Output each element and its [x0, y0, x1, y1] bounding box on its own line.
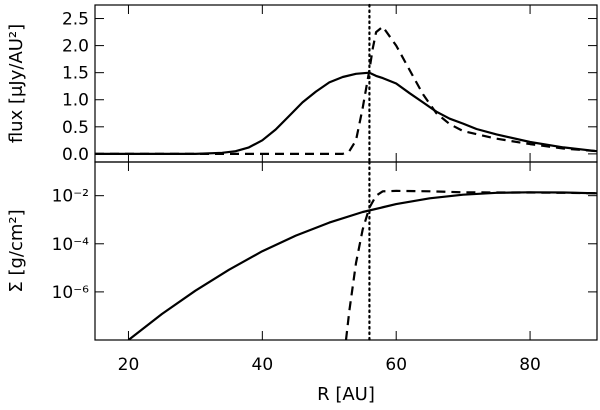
- x-tick-label: 60: [385, 355, 407, 375]
- y-axis-label: Σ [g/cm²]: [6, 209, 27, 292]
- x-tick-label: 40: [252, 355, 274, 375]
- solid-series-line: [95, 71, 597, 155]
- y-tick-label: 2.0: [62, 37, 89, 57]
- flux-panel: 0.0 0.5 1.0 1.5 2.0 2.5 flux [μJy/AU²]: [6, 3, 598, 165]
- x-tick-label: 80: [519, 355, 541, 375]
- y-tick-label: 0.0: [62, 145, 89, 165]
- dashed-series-line: [344, 189, 597, 340]
- surface-density-panel: 10⁻² 10⁻⁴ 10⁻⁶ 20 40 60 80 Σ [g/cm²] R [AU]: [6, 160, 598, 405]
- plot-frame: [94, 161, 598, 341]
- y-tick-label: 1.0: [62, 91, 89, 111]
- y-tick-label: 10⁻²: [52, 187, 89, 207]
- y-tick-label: 2.5: [62, 10, 89, 30]
- y-tick-label: 1.5: [62, 64, 89, 84]
- plot-frame: [94, 4, 598, 163]
- y-axis-label: flux [μJy/AU²]: [6, 24, 27, 143]
- x-axis-label: R [AU]: [317, 384, 375, 405]
- y-tick-label: 10⁻⁴: [52, 235, 90, 255]
- dashed-series-line: [95, 25, 597, 155]
- x-tick-label: 20: [118, 355, 140, 375]
- y-tick-label: 0.5: [62, 118, 89, 138]
- solid-series-line: [127, 191, 597, 340]
- y-tick-label: 10⁻⁶: [52, 283, 90, 303]
